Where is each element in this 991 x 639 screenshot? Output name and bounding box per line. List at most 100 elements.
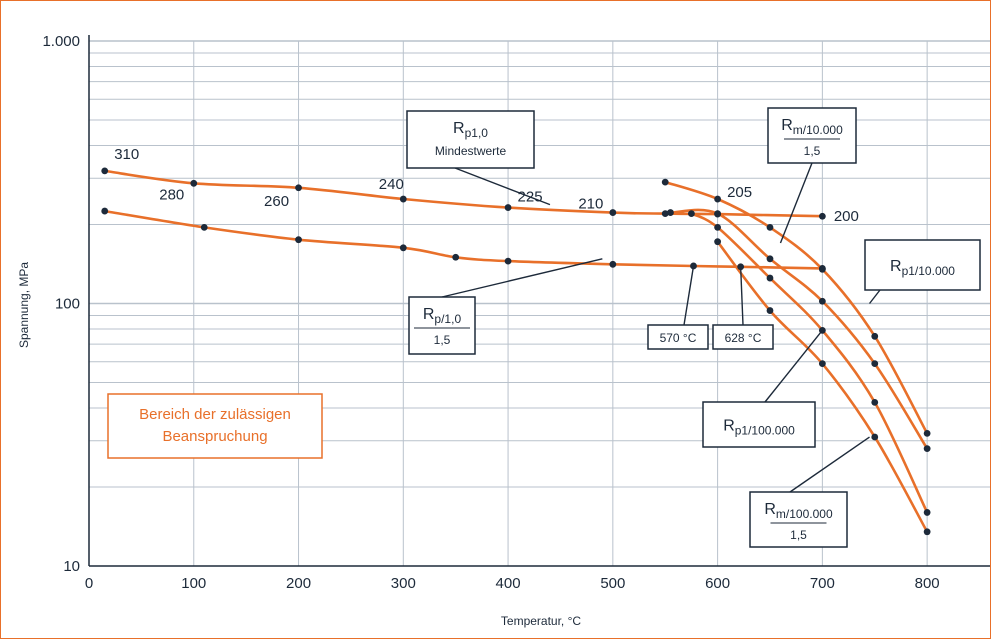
data-point-rp10000 — [818, 297, 826, 305]
data-point-rp10 — [818, 212, 826, 220]
box-symbol-subscript: m/100.000 — [776, 507, 833, 521]
box-symbol-subscript: p1/100.000 — [735, 424, 795, 438]
box-symbol-main: R — [890, 258, 902, 275]
leader-line-rp10_15 — [441, 258, 603, 298]
x-tick-label: 100 — [181, 575, 206, 592]
data-point-rp10000 — [871, 360, 879, 368]
value-label: 205 — [727, 184, 752, 201]
x-tick-label: 300 — [391, 575, 416, 592]
box-symbol-main: R — [723, 418, 735, 435]
value-label: 260 — [264, 193, 289, 210]
data-point-rp10_15 — [452, 253, 460, 261]
data-point-rp10_15 — [609, 260, 617, 268]
leader-line-rp10 — [454, 167, 551, 206]
leader-line-rp10000 — [868, 289, 881, 304]
temp-marker-box — [712, 324, 774, 350]
data-point-rp100000 — [923, 509, 931, 516]
value-label: 310 — [114, 146, 139, 163]
box-symbol-subscript: m/10.000 — [793, 123, 843, 137]
box-symbol-subscript: p1/10.000 — [902, 264, 956, 278]
x-axis-label: Temperatur, °C — [501, 614, 581, 628]
x-tick-label: 200 — [286, 575, 311, 592]
data-point-rp10000 — [766, 255, 774, 263]
region-label-line-1: Bereich der zulässigen — [139, 406, 291, 423]
label-box-rp100000 — [702, 401, 816, 448]
data-point-rp10_15 — [504, 257, 512, 265]
box-symbol: Rp1/10.000 — [890, 258, 955, 278]
y-tick-label: 1.000 — [42, 33, 80, 50]
box-symbol: Rp1/100.000 — [723, 418, 795, 438]
data-point-rm10000 — [766, 223, 774, 231]
data-point-rp10_15 — [200, 223, 208, 231]
data-point-rp10_15 — [737, 263, 745, 271]
region-label-line-2: Beanspruchung — [162, 428, 267, 445]
data-point-rm100000 — [923, 528, 931, 536]
series-line-rp10 — [103, 169, 824, 218]
data-points — [101, 167, 931, 536]
box-denominator: 1,5 — [790, 528, 807, 542]
temp-marker-leader — [739, 266, 744, 326]
data-point-rp10 — [661, 210, 669, 218]
y-tick-label: 10 — [63, 558, 80, 575]
data-point-rm10000 — [818, 265, 826, 273]
curves — [103, 169, 929, 534]
y-axis-label: Spannung, MPa — [17, 262, 31, 348]
data-point-rp100000 — [818, 326, 826, 334]
box-symbol-subscript: p/1,0 — [434, 312, 461, 326]
data-point-rp10 — [190, 179, 198, 187]
series-line-rp10_15 — [103, 209, 824, 270]
label-box-rp10000 — [864, 239, 981, 291]
x-tick-label: 0 — [85, 575, 93, 592]
data-point-rm10000 — [923, 429, 931, 437]
label-box-rp10 — [406, 110, 535, 169]
data-point-rp10000 — [667, 209, 674, 216]
box-denominator: 1,5 — [434, 333, 451, 347]
box-symbol-main: R — [423, 306, 435, 323]
data-point-rp10_15 — [399, 244, 407, 252]
data-point-rp100000 — [871, 398, 879, 406]
leader-line-rp100000 — [764, 329, 823, 403]
label-box-rm10000 — [767, 107, 857, 164]
x-tick-label: 500 — [600, 575, 625, 592]
box-symbol-main: R — [453, 120, 465, 137]
box-symbol-main: R — [764, 501, 776, 518]
temp-marker-leader — [683, 265, 695, 326]
value-labels: 310 280 260 240 225 210 205 200 — [114, 146, 859, 225]
x-tick-label: 700 — [810, 575, 835, 592]
data-point-rp100000 — [714, 223, 722, 231]
data-point-rm100000 — [871, 433, 879, 441]
box-symbol: Rm/10.000 — [781, 117, 843, 137]
axes: 0 100 200 300 400 500 600 700 800 10 100 1.000 — [42, 33, 990, 592]
data-point-rp10_15 — [101, 207, 109, 215]
data-point-rm100000 — [714, 238, 722, 246]
region-box: Bereich der zulässigen Beanspruchung — [107, 393, 323, 459]
data-point-rm100000 — [766, 307, 774, 314]
data-point-rp10 — [504, 204, 512, 211]
label-box-rp10_15 — [408, 296, 476, 355]
data-point-rp10 — [295, 184, 302, 192]
value-label: 240 — [379, 176, 404, 193]
data-point-rp10000 — [923, 445, 931, 453]
data-point-rm10000 — [871, 332, 879, 340]
temp-marker-box — [647, 324, 709, 350]
y-tick-label: 100 — [55, 296, 80, 313]
box-symbol: Rp1,0 — [453, 120, 488, 140]
data-point-rp10 — [399, 195, 407, 203]
value-label: 225 — [518, 189, 543, 206]
x-tick-label: 400 — [496, 575, 521, 592]
data-point-rp10_15 — [295, 236, 302, 244]
label-box-rm100000 — [749, 491, 848, 548]
box-symbol-main: R — [781, 117, 793, 134]
data-point-rm100000 — [818, 360, 826, 368]
data-point-rp100000 — [688, 210, 695, 218]
curve-label-boxes: Rp1,0 Mindestwerte Rp/1,0 1,5 Rm/10.000 1,5 Rp… — [406, 107, 981, 548]
value-label: 200 — [834, 208, 859, 225]
temp-marker-label: 570 °C — [660, 331, 697, 345]
leader-line-rm100000 — [789, 436, 870, 493]
box-symbol: Rp/1,0 — [423, 306, 462, 326]
grid — [89, 40, 990, 566]
x-tick-label: 800 — [915, 575, 940, 592]
data-point-rm10000 — [714, 195, 722, 203]
data-point-rp10_15 — [690, 262, 697, 270]
